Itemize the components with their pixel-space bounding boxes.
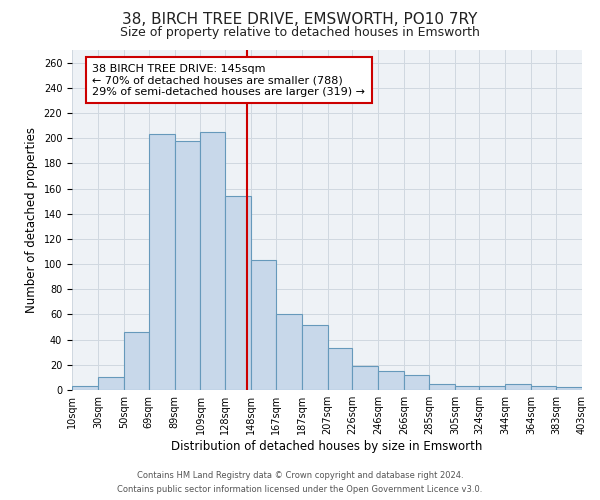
Bar	[251, 260, 276, 390]
Bar	[455, 386, 479, 390]
Bar	[532, 386, 556, 390]
Y-axis label: Number of detached properties: Number of detached properties	[25, 127, 38, 313]
Bar	[175, 140, 200, 390]
Bar	[98, 378, 124, 390]
Bar	[328, 348, 352, 390]
Text: 38, BIRCH TREE DRIVE, EMSWORTH, PO10 7RY: 38, BIRCH TREE DRIVE, EMSWORTH, PO10 7RY	[122, 12, 478, 28]
Text: 38 BIRCH TREE DRIVE: 145sqm
← 70% of detached houses are smaller (788)
29% of se: 38 BIRCH TREE DRIVE: 145sqm ← 70% of det…	[92, 64, 365, 97]
Bar	[302, 324, 328, 390]
Bar	[124, 332, 149, 390]
Bar	[479, 386, 505, 390]
Text: Contains HM Land Registry data © Crown copyright and database right 2024.
Contai: Contains HM Land Registry data © Crown c…	[118, 472, 482, 494]
X-axis label: Distribution of detached houses by size in Emsworth: Distribution of detached houses by size …	[172, 440, 482, 453]
Bar	[556, 388, 582, 390]
Bar	[429, 384, 455, 390]
Bar	[404, 375, 429, 390]
Bar	[276, 314, 302, 390]
Bar	[378, 371, 404, 390]
Bar	[352, 366, 378, 390]
Bar	[225, 196, 251, 390]
Bar	[149, 134, 175, 390]
Bar	[72, 386, 98, 390]
Text: Size of property relative to detached houses in Emsworth: Size of property relative to detached ho…	[120, 26, 480, 39]
Bar	[505, 384, 532, 390]
Bar	[200, 132, 225, 390]
